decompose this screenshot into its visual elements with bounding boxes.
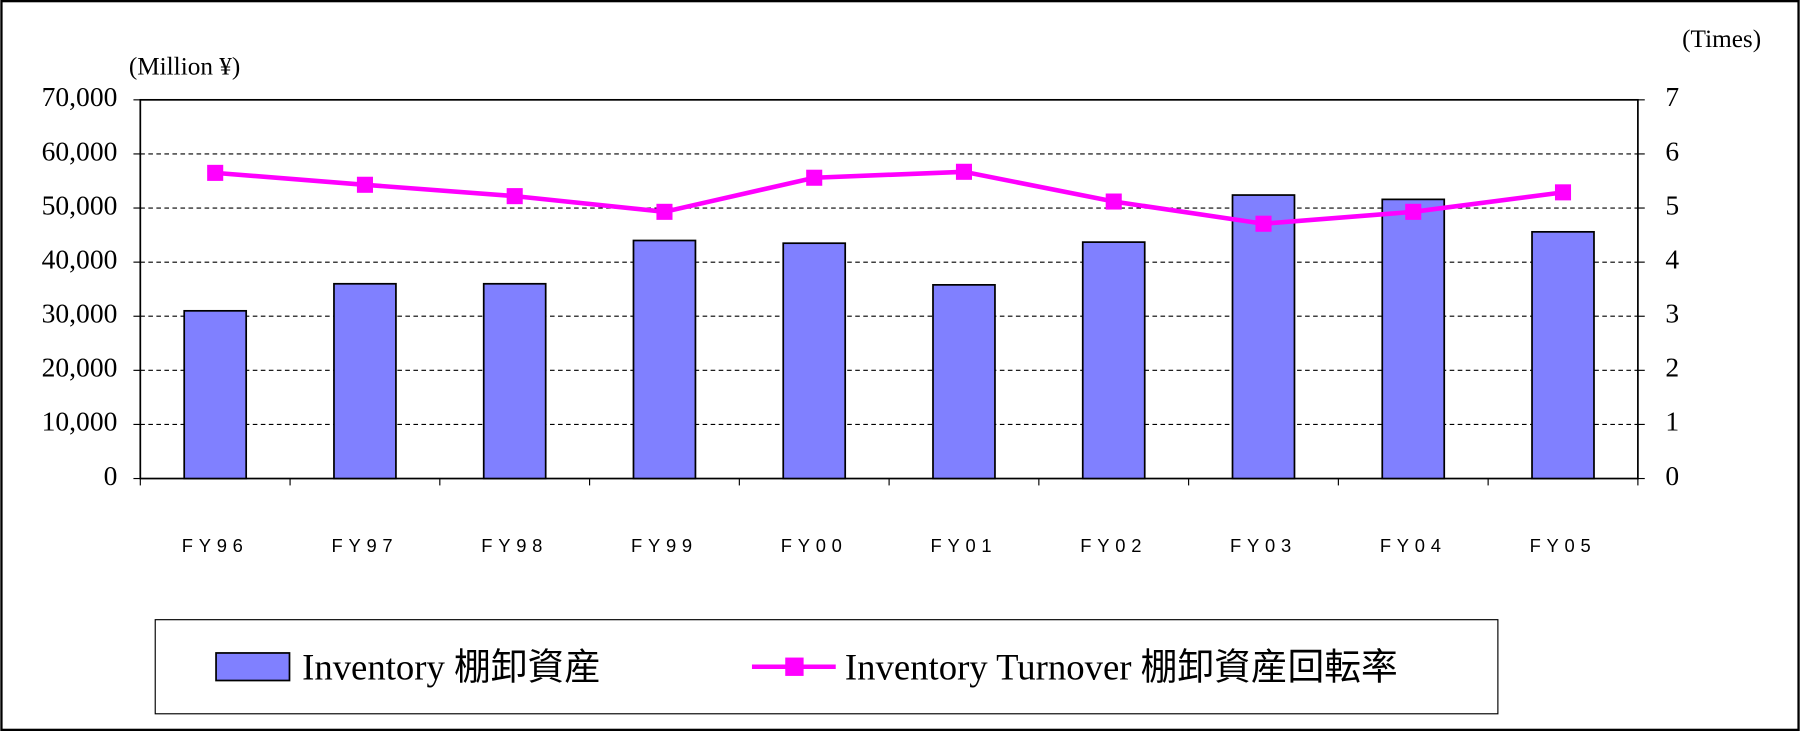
- marker: [1105, 193, 1122, 210]
- bar: [1381, 198, 1446, 480]
- y2-tick-label: 0: [1665, 460, 1679, 491]
- bar: [333, 282, 397, 480]
- x-tick-label: FY99: [631, 535, 698, 556]
- y2-tick-label: 7: [1665, 81, 1679, 112]
- y-tick-label: 10,000: [42, 406, 118, 437]
- bar: [1531, 230, 1595, 480]
- marker: [656, 203, 673, 220]
- bar: [183, 309, 248, 480]
- marker: [806, 169, 823, 186]
- y-tick-label: 50,000: [42, 189, 118, 220]
- y2-tick-label: 6: [1665, 135, 1679, 166]
- y2-tick-label: 4: [1665, 243, 1679, 274]
- x-tick-label: FY97: [332, 535, 399, 556]
- x-tick-label: FY98: [481, 535, 548, 556]
- y-tick-label: 30,000: [42, 298, 118, 329]
- x-tick-label: FY03: [1230, 535, 1297, 556]
- bar: [482, 282, 547, 480]
- y2-tick-label: 1: [1665, 406, 1679, 437]
- y-tick-label: 40,000: [42, 243, 118, 274]
- x-tick-label: FY00: [781, 535, 848, 556]
- x-tick-label: FY02: [1080, 535, 1147, 556]
- x-tick-label: FY05: [1530, 535, 1597, 556]
- y2-tick-label: 3: [1665, 298, 1679, 329]
- legend-marker: [785, 657, 804, 676]
- y-tick-label: 0: [104, 460, 118, 491]
- bar: [932, 283, 996, 480]
- y2-tick-label: 5: [1665, 189, 1679, 220]
- x-tick-label: FY01: [931, 535, 998, 556]
- x-tick-label: FY04: [1380, 535, 1447, 556]
- bar: [1081, 241, 1146, 480]
- x-tick-label: FY96: [182, 535, 249, 556]
- marker: [356, 176, 373, 193]
- bar: [782, 242, 847, 480]
- y2-tick-label: 2: [1665, 352, 1679, 383]
- bar: [632, 239, 697, 480]
- marker: [1554, 184, 1572, 201]
- bar: [1231, 194, 1296, 480]
- y-tick-label: 20,000: [42, 352, 118, 383]
- legend-swatch: [215, 652, 291, 682]
- marker: [207, 164, 224, 181]
- y2-axis-label: (Times): [1682, 26, 1761, 53]
- marker: [1405, 203, 1422, 220]
- legend: [154, 619, 1499, 715]
- legend-label: Inventory 棚卸資産: [302, 647, 601, 688]
- y-tick-label: 60,000: [42, 135, 118, 166]
- legend-label: Inventory Turnover 棚卸資産回転率: [845, 647, 1398, 688]
- marker: [506, 188, 523, 205]
- marker: [955, 163, 973, 180]
- line: [215, 169, 1564, 227]
- y-axis-label: (Million ¥): [129, 54, 240, 81]
- marker: [1255, 215, 1272, 232]
- y-tick-label: 70,000: [42, 81, 118, 112]
